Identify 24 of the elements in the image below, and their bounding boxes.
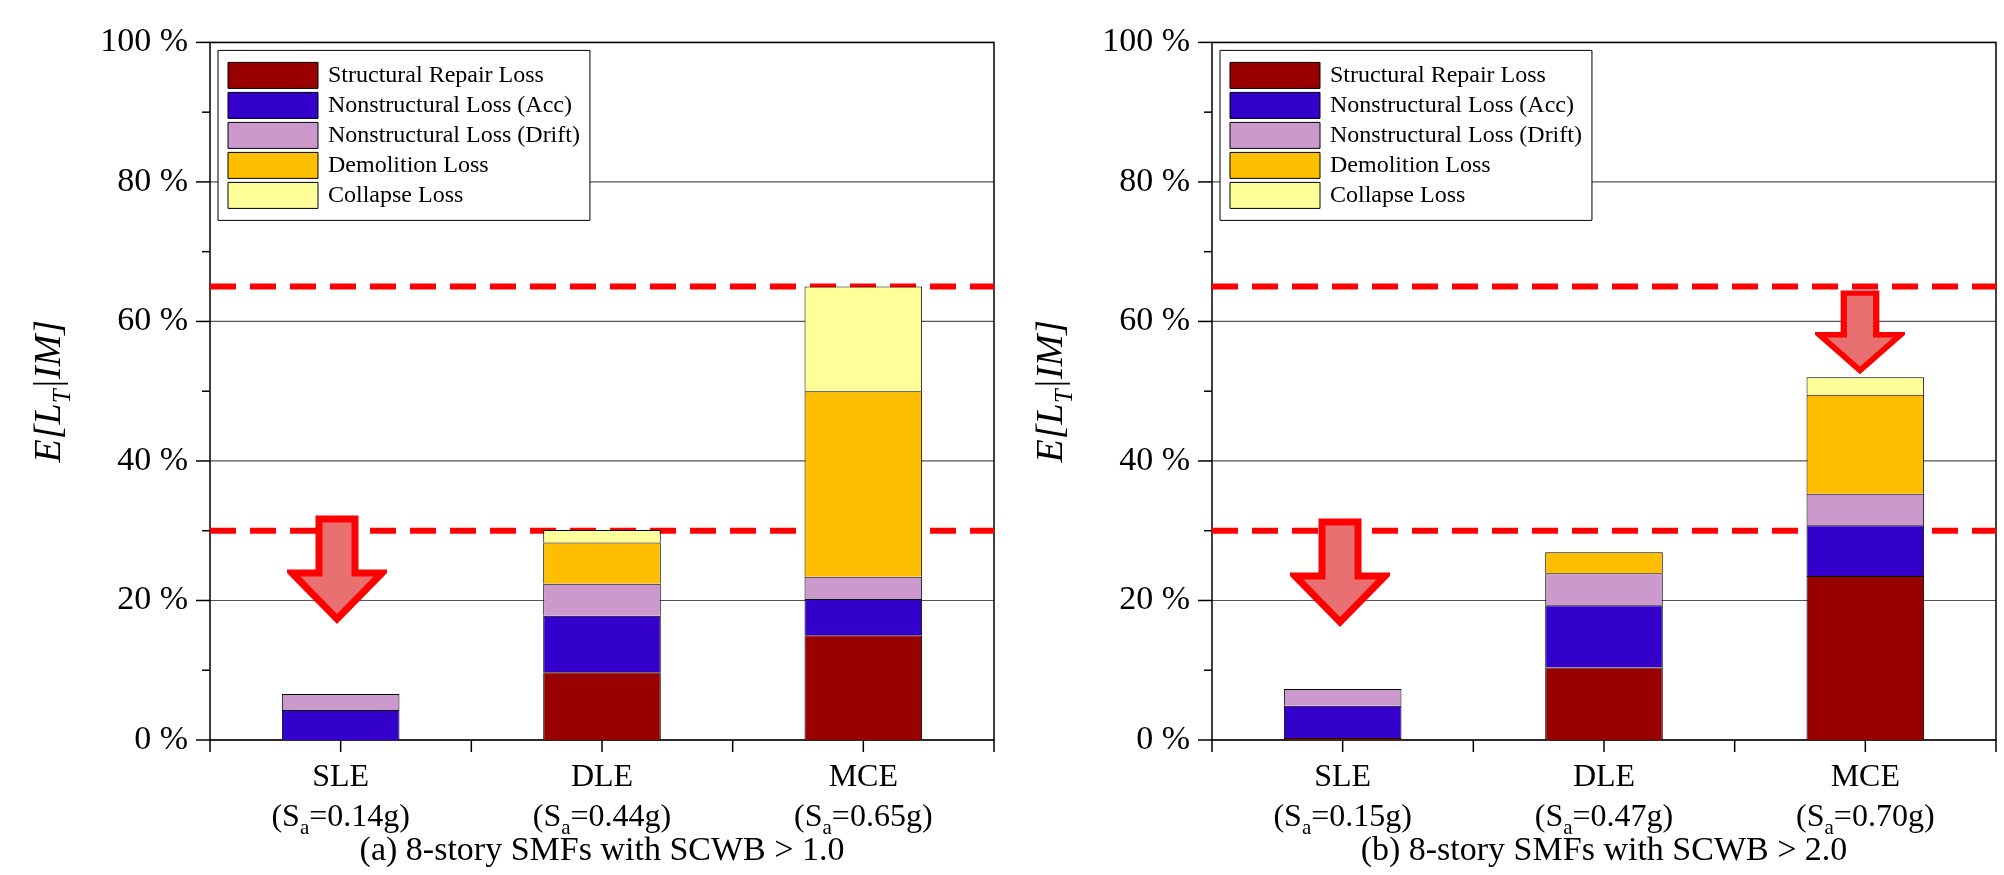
y-tick-label: 100 % [1102, 21, 1190, 59]
y-tick-label: 20 % [117, 579, 188, 617]
y-tick-label: 20 % [1119, 579, 1190, 617]
y-tick-label: 60 % [1119, 300, 1190, 338]
legend-label: Collapse Loss [1330, 180, 1466, 207]
y-tick-label: 40 % [1119, 439, 1190, 477]
legend-label: Nonstructural Loss (Drift) [328, 120, 580, 147]
legend-label: Nonstructural Loss (Drift) [1330, 120, 1582, 147]
y-tick-label: 80 % [117, 160, 188, 198]
legend-label: Demolition Loss [1330, 150, 1491, 177]
y-tick-label: 80 % [1119, 160, 1190, 198]
y-tick-label: 0 % [1136, 718, 1190, 756]
y-axis-title: E[LT|IM] [26, 319, 75, 464]
y-axis-title: E[LT|IM] [1028, 319, 1077, 464]
y-tick-label: 100 % [100, 21, 188, 59]
legend-label: Collapse Loss [328, 180, 464, 207]
legend-label: Demolition Loss [328, 150, 489, 177]
y-tick-label: 0 % [134, 718, 188, 756]
legend-label: Nonstructural Loss (Acc) [328, 90, 572, 117]
y-tick-label: 60 % [117, 300, 188, 338]
legend-label: Structural Repair Loss [1330, 60, 1546, 87]
legend-label: Nonstructural Loss (Acc) [1330, 90, 1574, 117]
y-tick-label: 40 % [117, 439, 188, 477]
legend-label: Structural Repair Loss [328, 60, 544, 87]
